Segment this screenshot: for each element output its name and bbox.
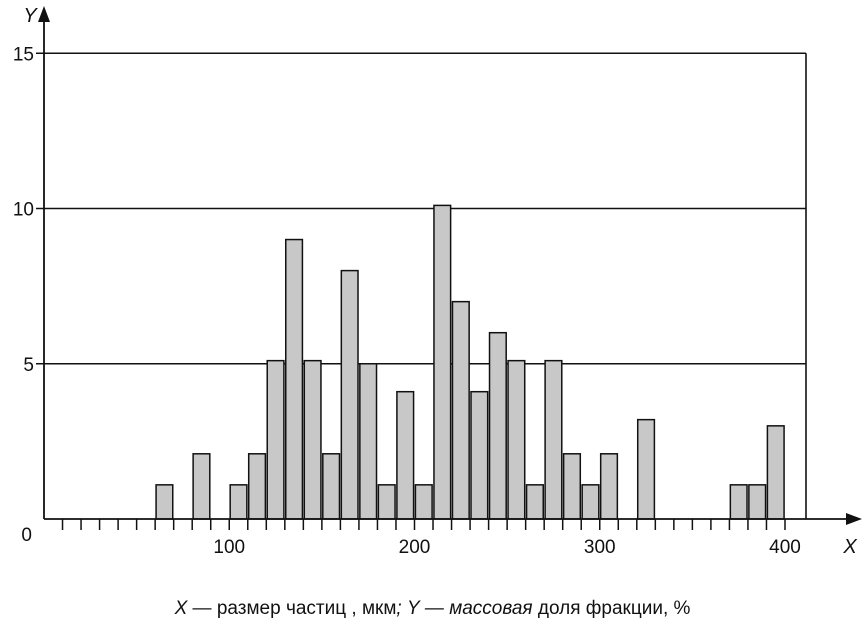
x-axis-label: X [842,536,857,558]
caption-y-dash: — [419,598,450,619]
caption-y-text: доля фракции, % [532,598,691,619]
y-tick-label: 15 [13,44,34,65]
bar [377,484,396,520]
bar-chart: 100 200 300 400 0 5 10 15 Y X [13,5,862,558]
bar [266,359,285,520]
bar [544,359,563,520]
caption-x-text: — размер частиц , мкм [187,598,397,619]
bar [470,390,489,520]
y-tick-label: 0 [21,525,32,546]
bar [599,453,619,520]
grid-lines [44,52,807,519]
bar [340,269,359,520]
x-tick-label: 300 [584,537,616,558]
chart-caption: X — размер частиц , мкм; Y — массовая до… [0,598,865,620]
ticks [36,52,786,530]
y-axis-arrow [38,6,50,22]
y-tick-label: 10 [13,200,34,221]
bar [414,484,433,520]
axes [38,6,862,525]
bar [507,359,526,520]
caption-y-italic: массовая [449,598,533,619]
caption-y-symbol: Y [406,598,420,619]
caption-x-symbol: X [174,598,188,619]
bars [155,204,785,520]
bar [303,359,322,520]
bar [748,484,767,520]
bar [396,390,415,520]
bar [636,418,656,520]
bar [229,484,248,520]
bar [766,425,785,520]
bar [451,300,470,520]
bar [562,453,582,520]
y-tick-label: 5 [23,355,34,376]
bar [155,484,174,520]
bar [192,453,211,520]
bar [285,238,304,520]
x-tick-label: 400 [769,537,801,558]
caption-separator: ; [396,598,407,619]
tick-labels: 100 200 300 400 0 5 10 15 Y X [13,5,857,558]
bar [581,484,600,520]
bar [488,331,507,520]
bar [322,453,341,520]
bar [729,484,748,520]
x-axis-arrow [846,513,862,525]
x-tick-label: 100 [213,537,245,558]
bar [359,363,378,520]
x-tick-label: 200 [399,537,431,558]
bar [433,204,452,520]
y-axis-label: Y [23,5,38,27]
bar [525,484,544,520]
bar [247,453,267,520]
